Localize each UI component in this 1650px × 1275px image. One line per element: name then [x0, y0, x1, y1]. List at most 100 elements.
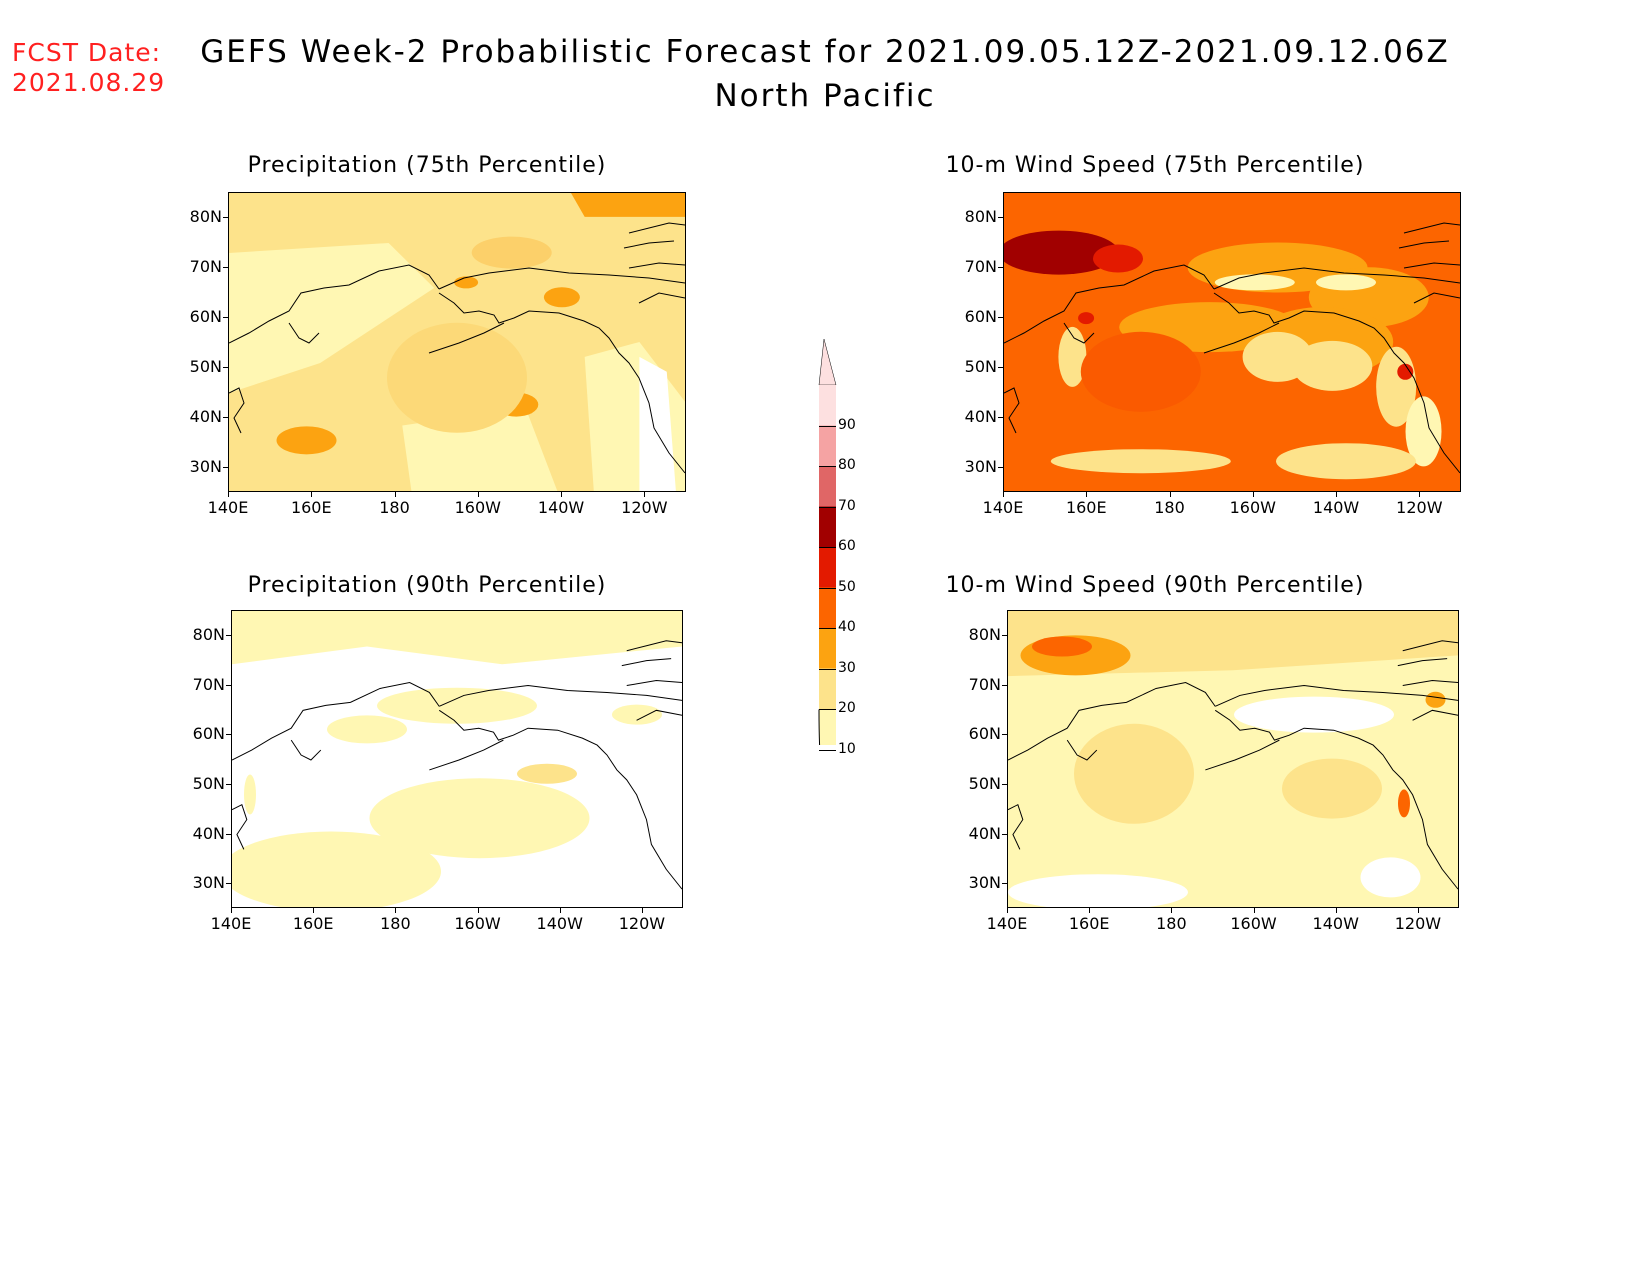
shade-region	[1032, 636, 1092, 657]
page-title: GEFS Week-2 Probabilistic Forecast for 2…	[200, 34, 1450, 70]
lat-label: 60N	[968, 724, 1001, 744]
shade-region	[1074, 723, 1194, 824]
region-title: North Pacific	[714, 78, 936, 114]
lat-tick	[1002, 783, 1007, 785]
lat-label: 30N	[968, 873, 1001, 893]
lat-label: 30N	[189, 457, 222, 476]
colorbar-tick	[819, 547, 836, 548]
lon-label: 160W	[1230, 914, 1277, 933]
lon-tick	[559, 908, 561, 913]
map-wind-90	[1007, 610, 1459, 908]
lat-label: 70N	[964, 257, 997, 276]
panel-title-precip-75: Precipitation (75th Percentile)	[247, 153, 607, 178]
lat-label: 30N	[964, 457, 997, 476]
shade-region	[377, 687, 537, 724]
shade-region	[1242, 331, 1313, 382]
lon-label: 160W	[454, 914, 501, 933]
lat-tick	[223, 367, 228, 368]
lat-label: 30N	[192, 873, 225, 893]
shade-region	[1276, 443, 1416, 480]
colorbar-segment	[819, 425, 836, 466]
shade-region	[1397, 363, 1414, 380]
coastline	[229, 222, 685, 474]
lon-tick	[644, 492, 646, 497]
shade-region	[1093, 244, 1143, 273]
colorbar-segment	[819, 506, 836, 547]
shade-region	[1004, 230, 1119, 275]
coastline	[1008, 640, 1458, 890]
lon-tick	[1419, 492, 1421, 497]
lat-label: 70N	[192, 674, 225, 694]
lon-label: 160E	[292, 914, 334, 933]
shade-region	[1405, 396, 1442, 467]
lon-tick	[1089, 908, 1091, 913]
colorbar-tick	[819, 587, 836, 589]
lon-label: 180	[1154, 498, 1185, 517]
lon-label: 140E	[210, 914, 252, 933]
lat-tick	[226, 684, 231, 686]
colorbar-segment	[819, 709, 836, 745]
panel-title-wind-75: 10-m Wind Speed (75th Percentile)	[945, 153, 1365, 178]
lon-label: 160E	[290, 498, 332, 517]
colorbar-tick	[819, 709, 836, 710]
shade-region	[1080, 331, 1201, 412]
lat-tick	[998, 217, 1003, 218]
shade-region	[639, 356, 676, 491]
lon-label: 140W	[1312, 914, 1359, 933]
lat-label: 80N	[192, 624, 225, 644]
lon-label: 160W	[454, 498, 501, 517]
colorbar-label: 70	[838, 497, 856, 514]
coastline	[232, 640, 682, 890]
shade-region	[229, 243, 435, 393]
colorbar-label: 80	[838, 457, 856, 473]
lat-tick	[223, 217, 228, 218]
lat-tick	[226, 833, 231, 835]
colorbar-tick	[819, 506, 836, 508]
colorbar-label: 60	[838, 538, 856, 554]
lon-tick	[561, 492, 563, 497]
lon-tick	[1003, 492, 1004, 497]
shade-region	[1008, 874, 1188, 907]
shade-region	[1360, 857, 1421, 898]
lon-label: 120W	[1394, 914, 1442, 933]
lat-tick	[223, 417, 228, 418]
lat-tick	[226, 734, 231, 736]
lat-tick	[1002, 833, 1007, 835]
shade-region	[471, 236, 552, 269]
shade-region	[369, 778, 590, 859]
shade-region	[1398, 789, 1410, 818]
lon-tick	[1336, 492, 1338, 497]
lon-tick	[395, 908, 397, 913]
lon-tick	[1252, 492, 1254, 497]
lat-tick	[223, 317, 228, 318]
lon-tick	[1007, 908, 1008, 913]
lat-label: 50N	[964, 357, 997, 376]
panel-title-precip-90: Precipitation (90th Percentile)	[247, 573, 607, 598]
shade-region	[1078, 312, 1095, 325]
shade-region	[327, 715, 407, 744]
colorbar-label: 20	[838, 700, 856, 716]
lon-tick	[1169, 492, 1171, 497]
lon-tick	[228, 492, 229, 497]
lon-label: 160W	[1229, 498, 1276, 517]
map-wind-75	[1003, 192, 1461, 492]
colorbar-tick	[819, 749, 836, 751]
shade-region	[387, 322, 527, 433]
lon-tick	[641, 908, 643, 913]
lon-tick	[231, 908, 232, 913]
lon-tick	[313, 908, 315, 913]
shade-region	[1316, 274, 1376, 291]
lat-label: 60N	[192, 724, 225, 744]
lat-tick	[998, 367, 1003, 368]
colorbar	[818, 338, 837, 745]
lat-tick	[1002, 883, 1007, 885]
shade-region	[1050, 449, 1231, 474]
lon-label: 180	[379, 498, 410, 517]
lat-tick	[998, 467, 1003, 468]
colorbar-label: 50	[838, 578, 856, 595]
shade-region	[232, 831, 441, 907]
shade-region	[244, 774, 256, 815]
colorbar-cap-top	[818, 338, 837, 386]
colorbar-segment	[819, 587, 836, 628]
lon-tick	[1086, 492, 1088, 497]
